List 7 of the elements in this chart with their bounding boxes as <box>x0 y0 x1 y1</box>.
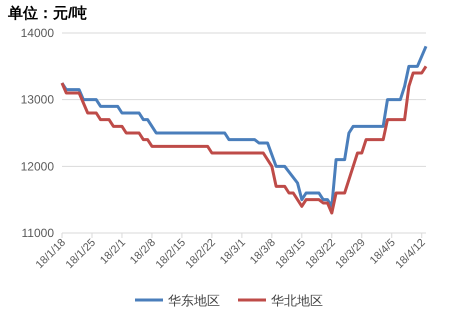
chart-title: 单位：元/吨 <box>7 5 88 22</box>
y-tick-label: 14000 <box>20 26 54 40</box>
legend-label: 华东地区 <box>168 293 220 308</box>
y-tick-label: 13000 <box>20 92 54 107</box>
y-tick-label: 11000 <box>22 226 54 240</box>
y-tick-label: 12000 <box>20 159 54 174</box>
legend-label: 华北地区 <box>271 293 323 308</box>
